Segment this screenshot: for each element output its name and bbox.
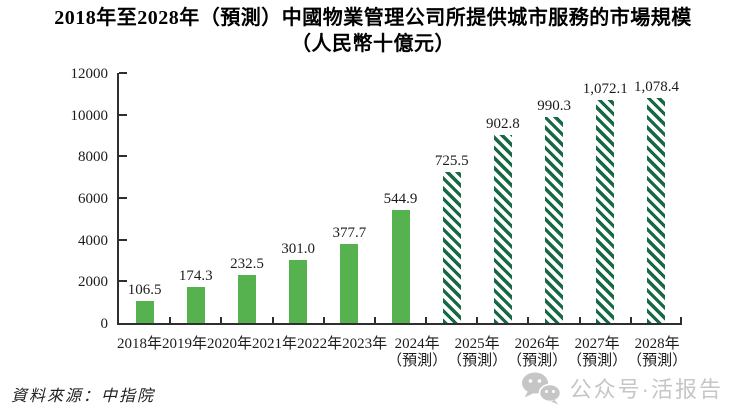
x-category-year: 2026年 <box>514 336 560 352</box>
x-tick <box>425 317 427 323</box>
x-category-year: 2020年 <box>207 336 253 352</box>
x-category-label: 2026年 （預測） <box>507 336 567 370</box>
x-category-forecast-tag: （預測） <box>387 353 448 369</box>
y-tick-label: 0 <box>100 316 109 332</box>
y-tick <box>119 72 127 74</box>
bar-value-label: 1,078.4 <box>633 79 679 96</box>
x-category-year: 2021年 <box>252 336 298 352</box>
x-tick <box>630 317 632 323</box>
actual-bar <box>186 286 205 323</box>
forecast-bar <box>596 99 615 323</box>
y-tick-label: 4000 <box>78 232 108 249</box>
y-tick <box>119 113 127 116</box>
x-category-label: 2020年 <box>207 336 252 370</box>
x-axis: 2018年 2019年 2020年 2021年 2022年 2023年 2024年 （預測） 2… <box>117 336 687 370</box>
y-tick-label: 12000 <box>70 66 109 82</box>
x-tick <box>220 317 222 323</box>
x-tick <box>374 317 376 323</box>
bar-value-label: 106.5 <box>127 281 162 298</box>
bar-slot: 725.5 <box>426 73 477 323</box>
bar-slot: 301.0 <box>273 73 324 323</box>
x-category-year: 2028年 <box>634 336 680 352</box>
x-category-label: 2021年 <box>252 336 297 370</box>
y-tick-label: 2000 <box>78 274 108 291</box>
bar-value-label: 174.3 <box>178 267 213 284</box>
x-category-year: 2022年 <box>297 336 343 352</box>
y-tick <box>119 197 127 199</box>
forecast-bar <box>647 98 666 323</box>
bar-slot: 1,078.4 <box>631 73 682 323</box>
bar-slot: 990.3 <box>529 73 580 323</box>
x-category-label: 2027年 （預測） <box>567 336 627 370</box>
x-tick <box>169 317 171 323</box>
actual-bar <box>289 260 308 323</box>
forecast-bar <box>545 116 564 323</box>
bar-slot: 174.3 <box>170 73 221 323</box>
x-tick <box>476 317 478 323</box>
x-category-forecast-tag: （預測） <box>627 353 688 369</box>
x-category-year: 2027年 <box>574 336 620 352</box>
x-category-label: 2023年 <box>342 336 387 370</box>
chart-title-line2: （人民幣十億元） <box>291 33 455 55</box>
x-tick <box>527 317 529 323</box>
chart-title: 2018年至2028年（預測）中國物業管理公司所提供城市服務的市場規模 （人民幣… <box>0 5 746 57</box>
actual-bar <box>391 209 410 323</box>
forecast-bar <box>442 171 461 323</box>
x-tick <box>272 317 274 323</box>
x-tick <box>680 317 682 323</box>
bar-slot: 902.8 <box>477 73 528 323</box>
source-note: 資料來源：中指院 <box>11 388 156 405</box>
y-tick <box>119 155 127 158</box>
y-tick <box>119 238 127 241</box>
x-tick <box>323 317 325 323</box>
y-tick-label: 8000 <box>78 149 108 166</box>
y-tick-label: 6000 <box>78 191 108 207</box>
bar-value-label: 725.5 <box>434 152 469 169</box>
actual-bar <box>135 300 154 323</box>
actual-bar <box>340 244 359 323</box>
x-category-forecast-tag: （預測） <box>567 353 628 369</box>
x-category-year: 2019年 <box>162 336 208 352</box>
x-category-year: 2024年 <box>394 336 440 352</box>
x-category-label: 2022年 <box>297 336 342 370</box>
bar-value-label: 301.0 <box>281 241 316 258</box>
x-category-label: 2028年 （預測） <box>627 336 687 370</box>
bar-value-label: 1,072.1 <box>582 80 628 97</box>
watermark: 公众号·活报告 <box>521 371 723 405</box>
bar-slot: 377.7 <box>324 73 375 323</box>
watermark-text: 公众号·活报告 <box>569 377 723 402</box>
bar-slot: 232.5 <box>221 73 272 323</box>
bar-slot: 1,072.1 <box>580 73 631 323</box>
x-category-label: 2018年 <box>117 336 162 370</box>
y-tick-label: 10000 <box>70 107 109 124</box>
x-category-year: 2023年 <box>342 336 388 352</box>
y-axis: 0 2000 4000 6000 8000 10000 12000 <box>28 67 109 332</box>
bar-value-label: 990.3 <box>537 97 571 114</box>
x-category-forecast-tag: （預測） <box>507 353 568 369</box>
x-category-year: 2018年 <box>117 336 163 352</box>
bar-value-label: 232.5 <box>230 255 264 272</box>
x-category-label: 2025年 （預測） <box>447 336 507 370</box>
x-category-label: 2024年 （預測） <box>387 336 447 370</box>
bar-slot: 106.5 <box>119 73 170 323</box>
x-tick <box>579 317 581 323</box>
forecast-bar <box>493 134 512 323</box>
x-category-forecast-tag: （預測） <box>447 353 508 369</box>
x-category-year: 2025年 <box>454 336 500 352</box>
bar-value-label: 544.9 <box>383 190 418 207</box>
bar-value-label: 377.7 <box>332 225 367 242</box>
bar-value-label: 902.8 <box>486 115 520 132</box>
x-category-label: 2019年 <box>162 336 207 370</box>
bar-slot: 544.9 <box>375 73 426 323</box>
wechat-icon <box>521 371 561 405</box>
plot-area: 106.5 174.3 232.5 301.0 377.7 544.9 725.5 902.8… <box>117 72 682 325</box>
chart-title-line1: 2018年至2028年（預測）中國物業管理公司所提供城市服務的市場規模 <box>54 7 692 29</box>
actual-bar <box>237 274 256 323</box>
y-tick <box>119 280 127 283</box>
